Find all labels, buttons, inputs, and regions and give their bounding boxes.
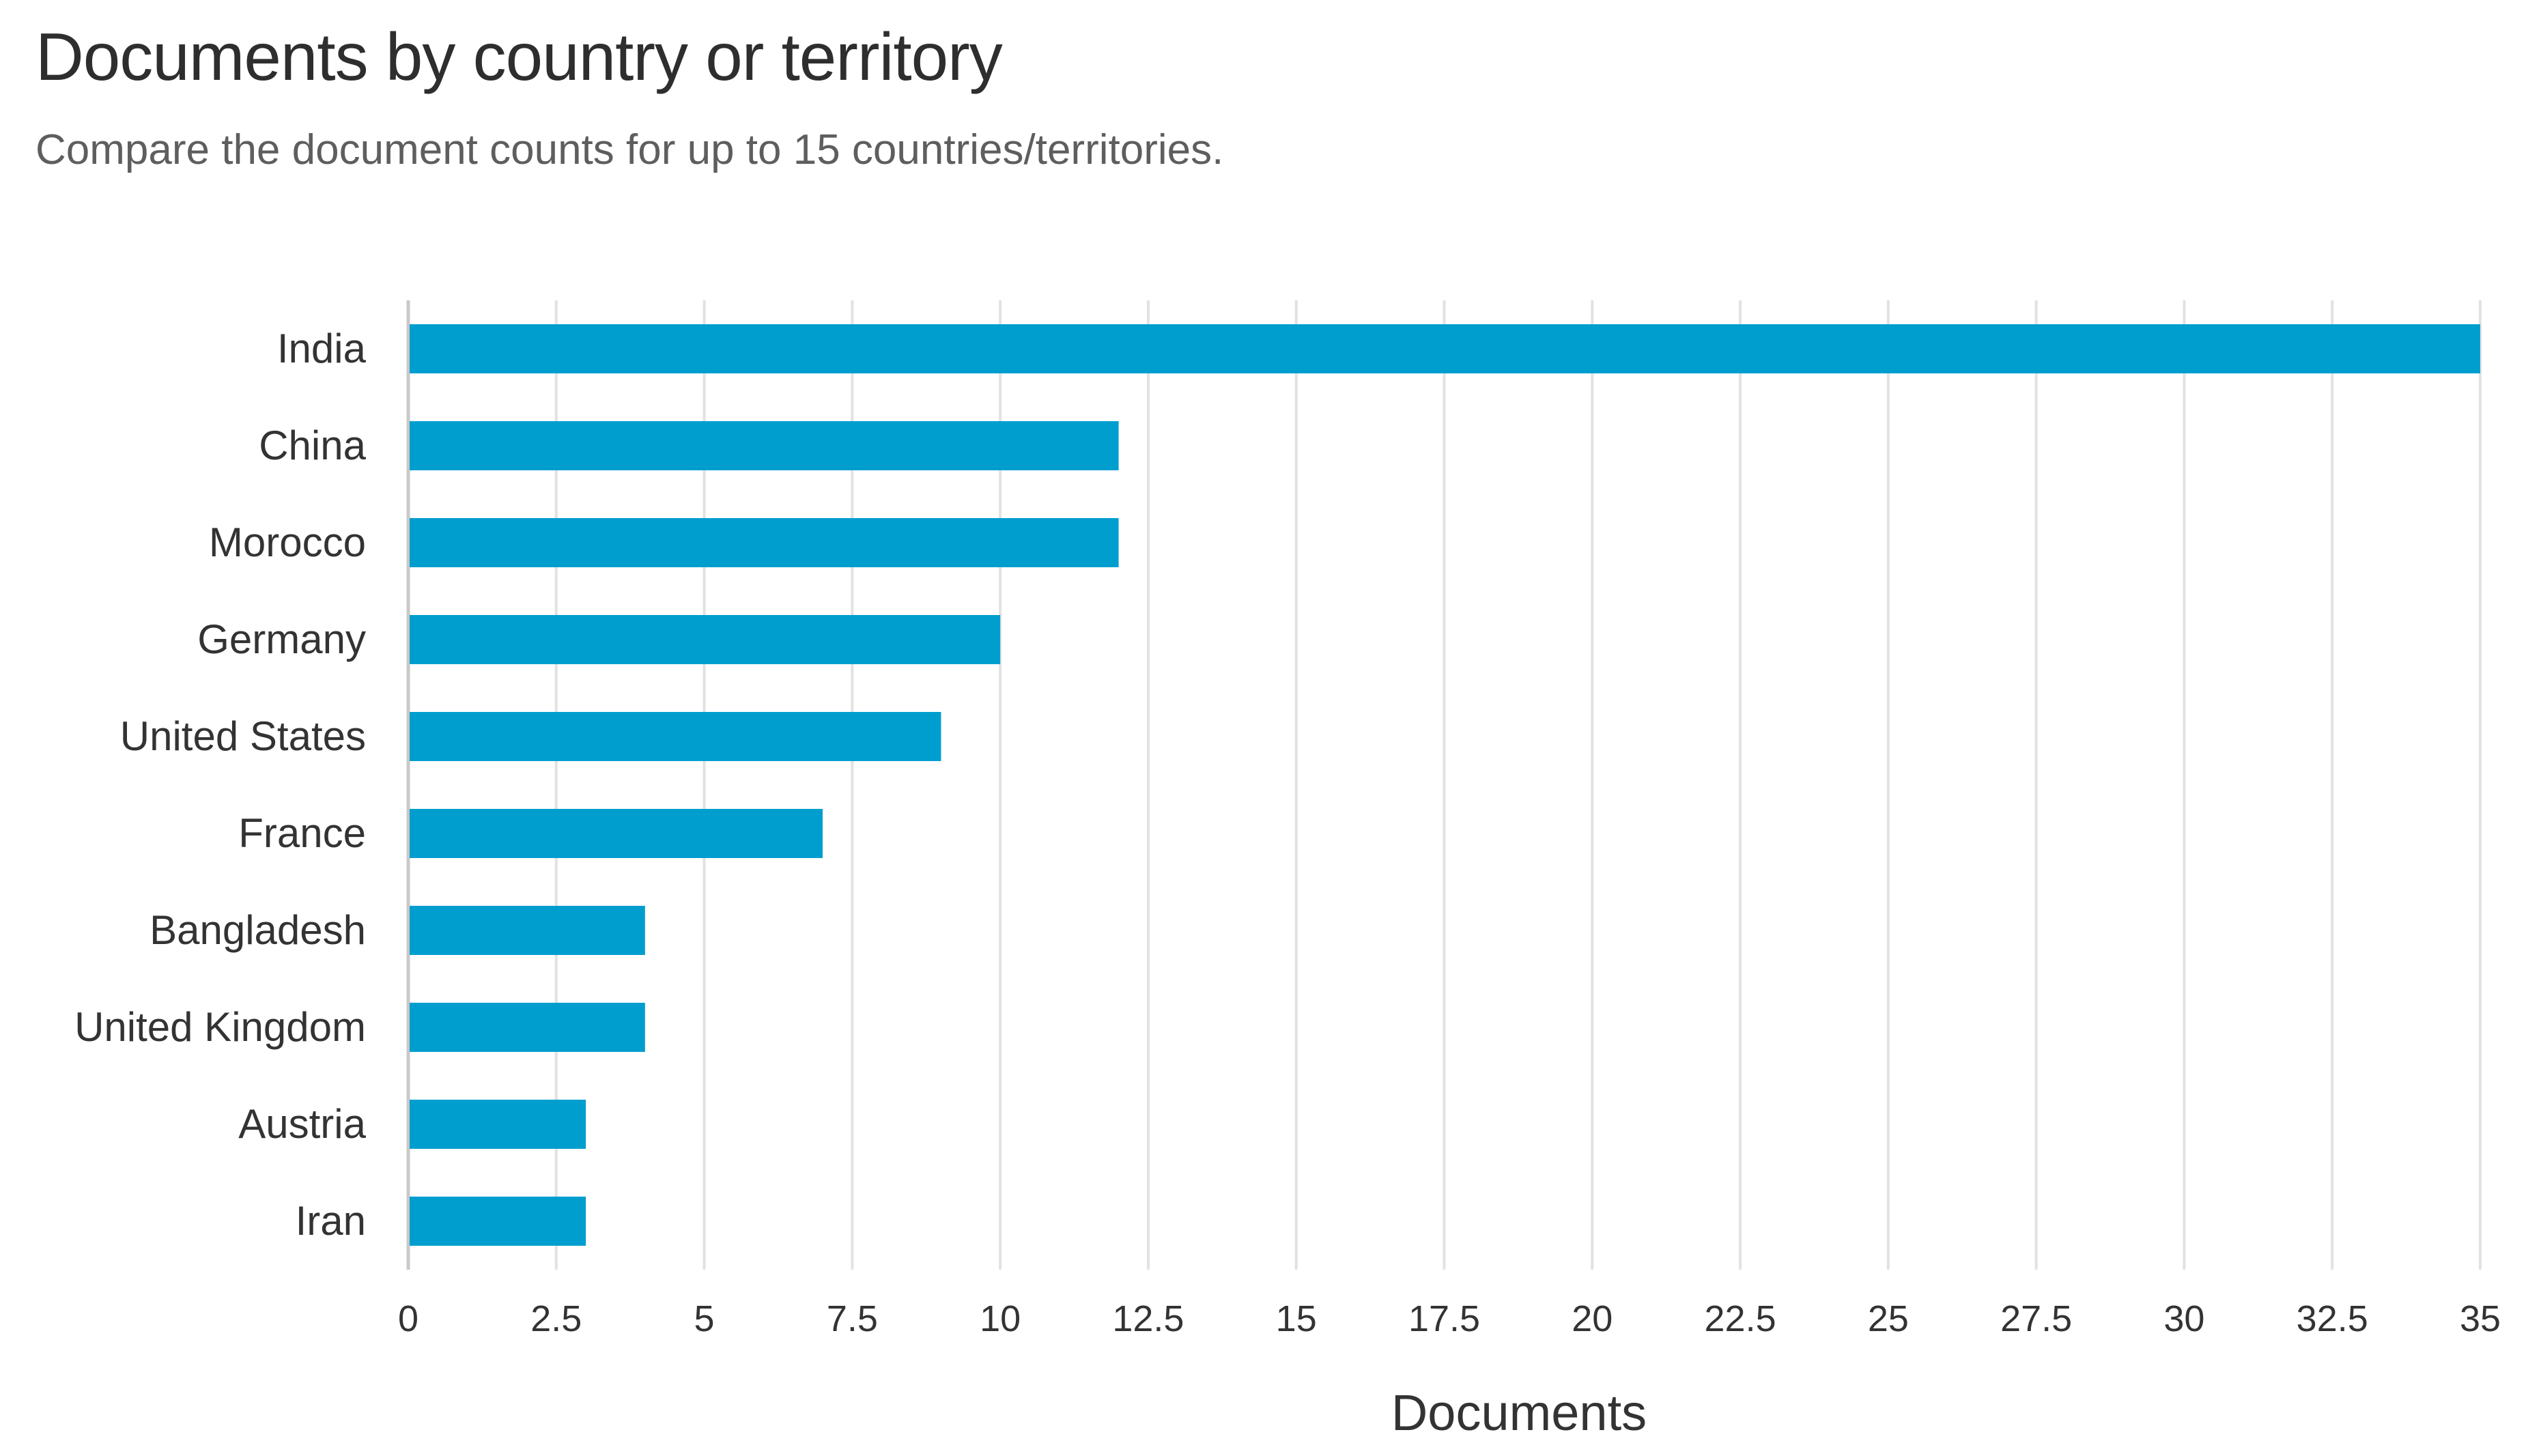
x-tick-label: 0 xyxy=(398,1298,418,1339)
category-label: United States xyxy=(120,713,366,759)
bar-bangladesh[interactable] xyxy=(410,906,645,955)
category-label: India xyxy=(277,326,367,371)
category-labels: India China Morocco Germany United States Fra… xyxy=(74,326,367,1244)
x-tick-label: 15 xyxy=(1276,1298,1317,1339)
bar-india[interactable] xyxy=(410,324,2480,373)
category-label: China xyxy=(259,423,366,468)
x-tick-labels: 0 2.5 5 7.5 10 12.5 15 17.5 20 22.5 25 27.5 30 32.5 35 xyxy=(398,1298,2501,1339)
bar-france[interactable] xyxy=(410,809,823,858)
chart-subtitle: Compare the document counts for up to 15… xyxy=(35,126,1224,173)
x-tick-label: 30 xyxy=(2163,1298,2204,1339)
bar-germany[interactable] xyxy=(410,615,1001,664)
x-tick-label: 27.5 xyxy=(2000,1298,2072,1339)
x-tick-label: 17.5 xyxy=(1408,1298,1480,1339)
bar-united-kingdom[interactable] xyxy=(410,1003,645,1052)
category-label: France xyxy=(238,810,366,856)
bars xyxy=(410,324,2480,1246)
category-label: Austria xyxy=(238,1101,366,1147)
x-tick-label: 35 xyxy=(2460,1298,2501,1339)
bar-united-states[interactable] xyxy=(410,712,941,761)
chart-title: Documents by country or territory xyxy=(35,19,1003,94)
x-tick-label: 12.5 xyxy=(1112,1298,1184,1339)
category-label: Germany xyxy=(197,616,366,662)
x-axis-title: Documents xyxy=(1391,1384,1647,1441)
x-tick-label: 32.5 xyxy=(2297,1298,2368,1339)
bar-austria[interactable] xyxy=(410,1100,586,1149)
x-tick-label: 2.5 xyxy=(530,1298,582,1339)
bar-china[interactable] xyxy=(410,421,1119,470)
x-tick-label: 20 xyxy=(1572,1298,1613,1339)
x-tick-label: 10 xyxy=(980,1298,1021,1339)
category-label: United Kingdom xyxy=(74,1004,366,1050)
bar-morocco[interactable] xyxy=(410,518,1119,567)
bar-iran[interactable] xyxy=(410,1197,586,1246)
x-tick-label: 7.5 xyxy=(827,1298,878,1339)
category-label: Morocco xyxy=(209,519,366,565)
category-label: Iran xyxy=(296,1198,366,1244)
category-label: Bangladesh xyxy=(150,907,366,953)
x-tick-label: 22.5 xyxy=(1705,1298,1776,1339)
x-tick-label: 5 xyxy=(694,1298,715,1339)
x-tick-label: 25 xyxy=(1868,1298,1909,1339)
